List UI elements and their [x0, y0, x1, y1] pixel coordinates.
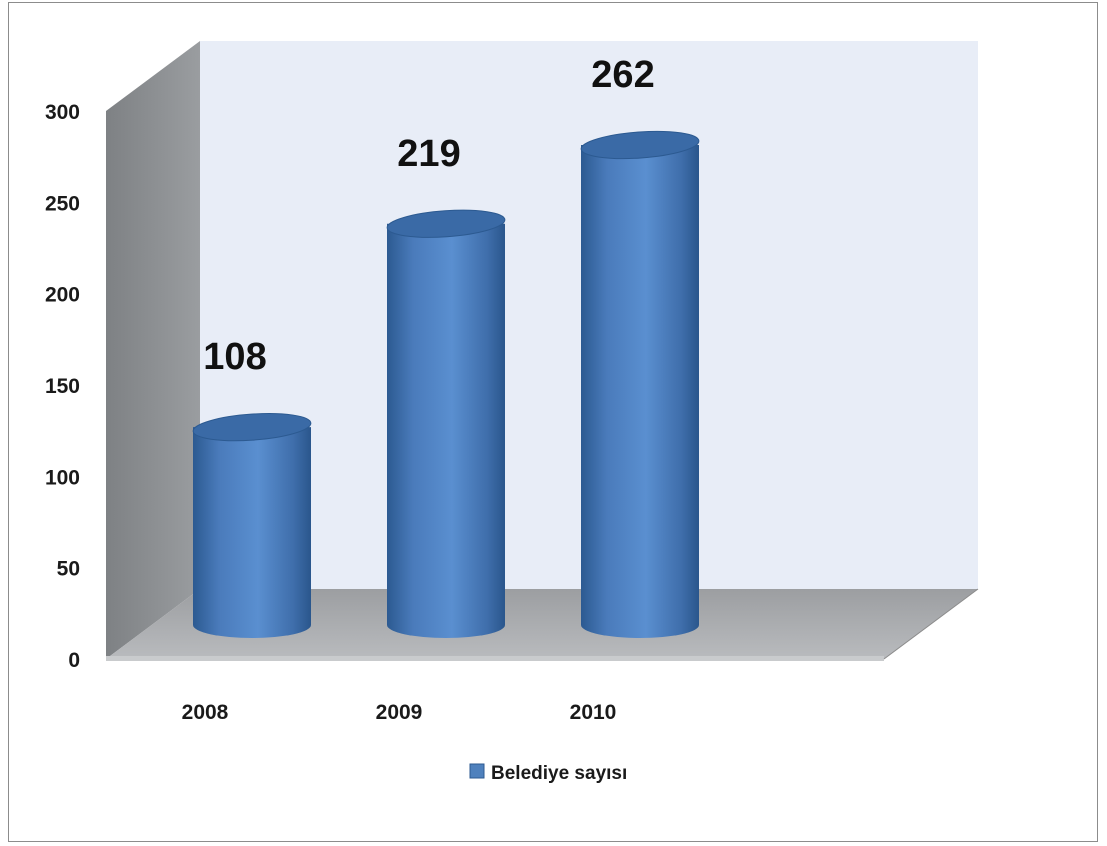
floor-right-edge: [883, 588, 979, 660]
y-tick-label: 0: [68, 649, 80, 672]
bar-2008: [192, 413, 312, 638]
data-label: 108: [203, 336, 266, 378]
y-tick-label: 250: [45, 192, 80, 215]
bar-body: [581, 145, 699, 638]
floor-front-edge: [106, 656, 884, 661]
bar-body: [387, 223, 505, 638]
data-label: 262: [591, 54, 654, 96]
bar-2009: [386, 209, 506, 638]
legend-label: Belediye sayısı: [491, 763, 627, 784]
y-tick-label: 50: [57, 558, 80, 581]
y-tick-label: 150: [45, 375, 80, 398]
bar-body: [193, 427, 311, 638]
x-tick-label: 2010: [570, 701, 617, 724]
y-tick-label: 200: [45, 284, 80, 307]
x-tick-label: 2009: [376, 701, 423, 724]
y-tick-label: 300: [45, 101, 80, 124]
bar-top: [192, 413, 312, 442]
bar-2010: [580, 130, 700, 638]
bar-top: [386, 209, 506, 238]
y-tick-label: 100: [45, 466, 80, 489]
side-wall: [106, 41, 200, 659]
x-tick-label: 2008: [182, 701, 229, 724]
bar-top: [580, 130, 700, 160]
data-label: 219: [397, 133, 460, 175]
legend-swatch: [469, 763, 485, 779]
floor: [106, 589, 978, 659]
